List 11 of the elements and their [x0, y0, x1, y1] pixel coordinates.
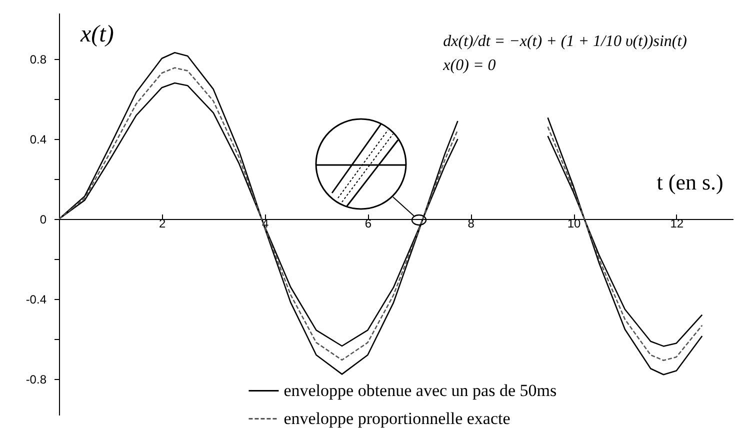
annotation: x(0) = 0 [442, 57, 496, 74]
y-tick-label: -0.8 [26, 372, 47, 386]
y-tick-label: -0.4 [26, 292, 47, 306]
legend-label: enveloppe obtenue avec un pas de 50ms [284, 380, 557, 400]
annotation: dx(t)/dt = −x(t) + (1 + 1/10 υ(t))sin(t) [443, 33, 687, 50]
y-tick-label: 0.4 [30, 132, 47, 146]
x-axis-title: t (en s.) [656, 170, 724, 194]
y-tick-label: 0.8 [30, 52, 47, 66]
y-axis-title: x(t) [80, 22, 114, 48]
y-tick-label: 0 [40, 212, 47, 226]
legend-label: enveloppe proportionnelle exacte [284, 408, 510, 428]
